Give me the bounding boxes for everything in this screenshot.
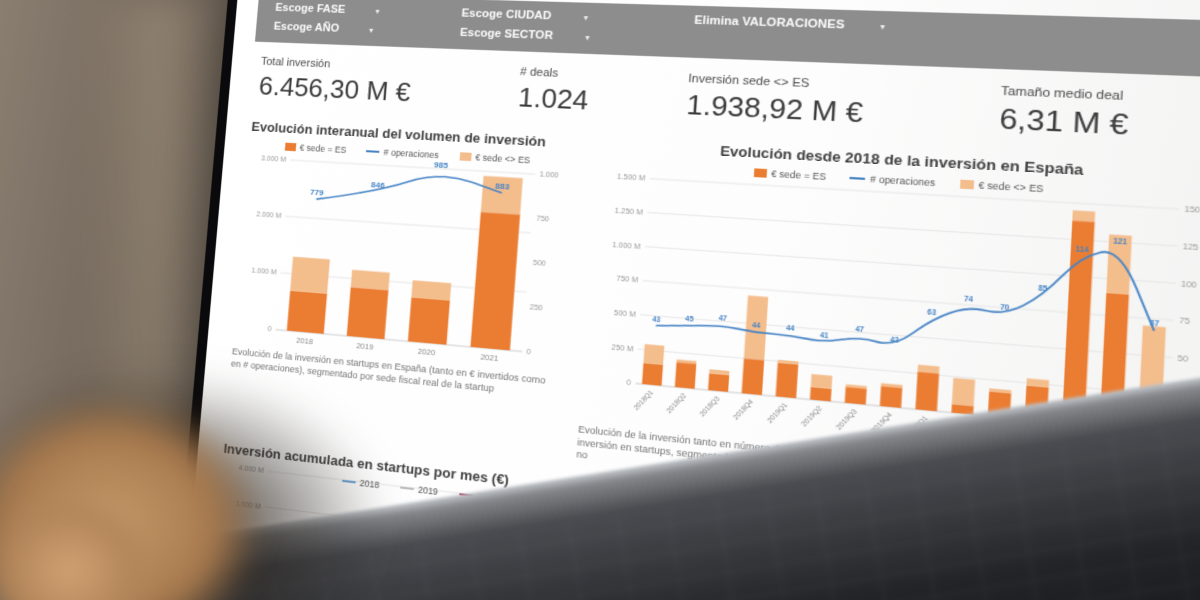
svg-text:250: 250 <box>529 304 542 313</box>
legend-square-swatch <box>753 168 767 178</box>
svg-text:1.000 M: 1.000 M <box>251 268 277 277</box>
svg-text:3.000 M: 3.000 M <box>261 156 287 165</box>
svg-text:70: 70 <box>1000 304 1010 313</box>
svg-text:2018Q4: 2018Q4 <box>732 398 756 422</box>
svg-text:67: 67 <box>1150 320 1161 329</box>
kpi-deals: # deals 1.024 <box>517 66 689 122</box>
chart-interanual: Evolución interanual del volumen de inve… <box>226 119 571 459</box>
svg-text:0: 0 <box>526 349 531 357</box>
svg-text:1.500 M: 1.500 M <box>617 174 646 183</box>
kpi-value: 6.456,30 M € <box>257 70 412 108</box>
hand-thumb <box>0 470 180 600</box>
svg-text:1.250 M: 1.250 M <box>614 208 643 217</box>
svg-text:47: 47 <box>718 315 727 324</box>
svg-text:47: 47 <box>855 326 865 335</box>
filter-label: Escoge AÑO <box>273 20 340 35</box>
svg-text:1.000: 1.000 <box>539 172 559 181</box>
svg-text:2018Q1: 2018Q1 <box>632 388 655 412</box>
svg-text:2019Q1: 2019Q1 <box>766 401 790 425</box>
svg-text:44: 44 <box>752 322 761 331</box>
filter-label: Escoge FASE <box>274 1 346 16</box>
filter-dropdown-3[interactable]: Escoge AÑO ▾ <box>273 21 460 39</box>
kpi-value: 1.024 <box>517 81 590 116</box>
svg-text:985: 985 <box>434 159 449 169</box>
svg-text:2021: 2021 <box>480 352 499 363</box>
svg-text:75: 75 <box>1179 318 1190 327</box>
chevron-down-icon: ▾ <box>879 21 886 32</box>
legend-square-swatch <box>459 152 472 162</box>
svg-text:45: 45 <box>685 315 694 324</box>
chevron-down-icon: ▾ <box>368 25 374 35</box>
legend-square-swatch <box>959 179 974 190</box>
svg-text:150: 150 <box>1184 206 1200 215</box>
svg-text:2.000 M: 2.000 M <box>256 212 282 221</box>
svg-text:2019Q2: 2019Q2 <box>800 404 825 428</box>
kpi-inversion-sede-es: Inversión sede <> ES 1.938,92 M € <box>685 73 1001 137</box>
svg-text:63: 63 <box>927 309 937 318</box>
chevron-down-icon: ▾ <box>583 12 589 23</box>
stacked-bar-line-chart: 0 1.000 M 2.000 M 3.000 M 0 250 500 750 1.000 201… <box>233 146 569 374</box>
svg-text:74: 74 <box>964 296 974 305</box>
svg-text:2019: 2019 <box>356 341 374 352</box>
svg-text:114: 114 <box>1075 245 1089 254</box>
svg-text:750 M: 750 M <box>616 276 639 285</box>
svg-text:42: 42 <box>890 336 900 345</box>
svg-text:883: 883 <box>495 181 511 192</box>
legend-line-swatch <box>366 150 380 153</box>
svg-text:50: 50 <box>1177 355 1188 364</box>
svg-text:846: 846 <box>371 180 386 190</box>
svg-text:121: 121 <box>1113 237 1128 246</box>
legend-line-swatch <box>849 176 866 180</box>
svg-text:500: 500 <box>533 260 546 269</box>
svg-text:2019Q3: 2019Q3 <box>835 407 860 431</box>
kpi-tamano-medio-deal: Tamaño medio deal 6,31 M € <box>998 85 1200 147</box>
svg-text:100: 100 <box>1181 280 1197 290</box>
svg-text:779: 779 <box>310 187 325 197</box>
svg-text:500 M: 500 M <box>614 310 637 320</box>
filter-dropdown-4[interactable]: Escoge SECTOR ▾ <box>460 27 694 47</box>
filter-dropdown-1[interactable]: Escoge CIUDAD ▾ <box>461 7 695 27</box>
filter-dropdown-0[interactable]: Escoge FASE ▾ <box>275 2 462 20</box>
filter-label: Escoge SECTOR <box>459 26 554 43</box>
svg-text:0: 0 <box>267 326 272 334</box>
svg-text:2020: 2020 <box>417 346 435 357</box>
chevron-down-icon: ▾ <box>375 6 380 16</box>
legend-square-swatch <box>284 142 297 152</box>
svg-text:750: 750 <box>536 216 549 224</box>
svg-text:125: 125 <box>1182 243 1198 252</box>
chevron-down-icon: ▾ <box>585 32 591 42</box>
kpi-value: 6,31 M € <box>998 101 1130 142</box>
svg-text:85: 85 <box>1038 285 1048 294</box>
kpi-total-inversion: Total inversión 6.456,30 M € <box>258 56 521 114</box>
legend-label: 2019 <box>417 484 439 498</box>
svg-text:44: 44 <box>786 325 796 334</box>
svg-text:41: 41 <box>820 332 830 341</box>
svg-text:43: 43 <box>652 315 661 323</box>
svg-text:2018Q2: 2018Q2 <box>665 391 689 415</box>
svg-text:2018Q3: 2018Q3 <box>698 395 722 419</box>
svg-text:250 M: 250 M <box>611 344 634 354</box>
filter-label: Escoge CIUDAD <box>461 7 552 23</box>
svg-text:0: 0 <box>626 380 631 388</box>
svg-text:1.000 M: 1.000 M <box>612 241 641 251</box>
legend-line-swatch <box>400 486 414 491</box>
svg-text:2018: 2018 <box>296 335 313 346</box>
filter-label: Elimina VALORACIONES <box>693 14 845 32</box>
